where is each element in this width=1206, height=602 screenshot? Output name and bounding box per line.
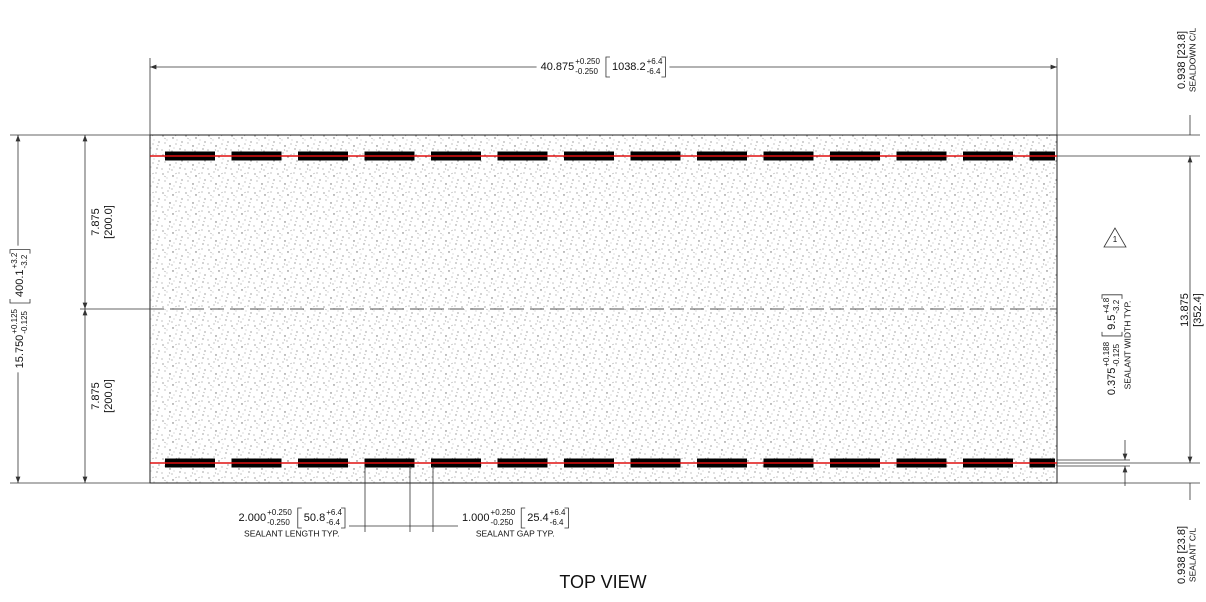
bracket: [1101, 294, 1123, 299]
dimension-text: 7.875 [200.0]: [90, 205, 115, 239]
bracket: [9, 298, 31, 304]
text-mask: [9, 245, 31, 373]
dim-metric-plus: +4.8: [1102, 297, 1111, 313]
dim-label: SEALANT GAP TYP.: [476, 528, 555, 538]
text-mask: [536, 56, 670, 78]
dim-tol-minus: -0.125: [20, 310, 29, 333]
dim-tol-minus: -0.250: [575, 67, 598, 76]
bracket: [520, 507, 526, 529]
dim-metric-plus: +6.4: [326, 508, 342, 517]
dimension-text: 15.750 +0.125 -0.125 400.1+3.2 -3.2: [9, 245, 31, 373]
dim-metric: [200.0]: [103, 379, 115, 413]
dim-metric: 25.4: [527, 512, 548, 524]
dim-metric: 50.8: [304, 512, 325, 524]
dim-label: SEALANT WIDTH TYP.: [1122, 301, 1132, 390]
dim-value: 1.000: [462, 512, 490, 524]
dim-value: 13.875: [1179, 293, 1191, 327]
text-mask: [1101, 290, 1123, 400]
dim-tol-minus: -0.250: [491, 518, 514, 527]
dim-tol-minus: -0.250: [267, 518, 290, 527]
dim-value: 7.875: [90, 382, 102, 410]
bracket: [605, 56, 610, 78]
dim-metric-minus: -3.2: [1112, 299, 1121, 313]
dimension-text: 7.875 [200.0]: [90, 379, 115, 413]
dim-metric-minus: -6.4: [647, 67, 661, 76]
dim-metric-plus: +3.2: [10, 252, 19, 268]
dim-metric: [200.0]: [103, 205, 115, 239]
note-marker: 1: [1113, 235, 1118, 244]
bracket: [9, 249, 31, 254]
dim-metric: 9.5: [1106, 315, 1118, 330]
dim-value: 2.000: [239, 512, 267, 524]
dimension-text: 40.875 +0.250-0.250 1038.2 +6.4-6.4: [536, 56, 670, 78]
view-title: TOP VIEW: [559, 572, 646, 592]
dim-tol-minus: -0.125: [1112, 343, 1121, 366]
dim-tol-plus: +0.250: [575, 57, 600, 66]
dim-metric: 1038.2: [612, 61, 646, 73]
dim-value: 0.938 [23.8]: [1176, 31, 1188, 89]
bracket: [661, 56, 666, 78]
dimension-text: 13.875 [352.4]: [1179, 293, 1204, 327]
text-mask: [234, 507, 349, 529]
dim-tol-plus: +0.250: [267, 508, 292, 517]
bracket: [1101, 331, 1123, 337]
dim-metric-minus: -3.2: [20, 254, 29, 268]
dim-label: SEALANT LENGTH TYP.: [244, 528, 339, 538]
dim-metric: 400.1: [14, 269, 26, 297]
dim-metric-plus: +6.4: [550, 508, 566, 517]
bracket: [297, 507, 302, 529]
dim-value: 0.938 [23.8]: [1176, 526, 1188, 584]
note-triangle: [1103, 227, 1127, 248]
dimension-text: 0.938 [23.8] SEALDOWN C/L: [1176, 28, 1197, 93]
dim-label: SEALDOWN C/L: [1187, 28, 1197, 93]
dimension-text: 0.938 [23.8] SEALANT C/L: [1176, 526, 1197, 584]
dim-tol-plus: +0.125: [10, 308, 19, 333]
dim-metric-minus: -6.4: [550, 518, 564, 527]
bracket: [564, 507, 569, 529]
dim-value: 0.375: [1106, 368, 1118, 396]
dim-label: SEALANT C/L: [1187, 528, 1197, 582]
dim-tol-plus: +0.188: [1102, 341, 1111, 366]
dimension-text: 0.375 +0.188 -0.125 9.5 +4.8 -3.2 SEALANT WIDT…: [1101, 290, 1132, 400]
dim-value: 40.875: [541, 61, 575, 73]
dim-tol-plus: +0.250: [491, 508, 516, 517]
bracket: [340, 507, 346, 529]
dim-metric-plus: +6.4: [647, 57, 663, 66]
dim-metric: [352.4]: [1192, 293, 1204, 327]
dim-value: 15.750: [14, 335, 26, 369]
dim-metric-minus: -6.4: [326, 518, 340, 527]
text-mask: [458, 507, 573, 529]
dim-value: 7.875: [90, 208, 102, 236]
sealant-strips: [150, 151, 1057, 468]
